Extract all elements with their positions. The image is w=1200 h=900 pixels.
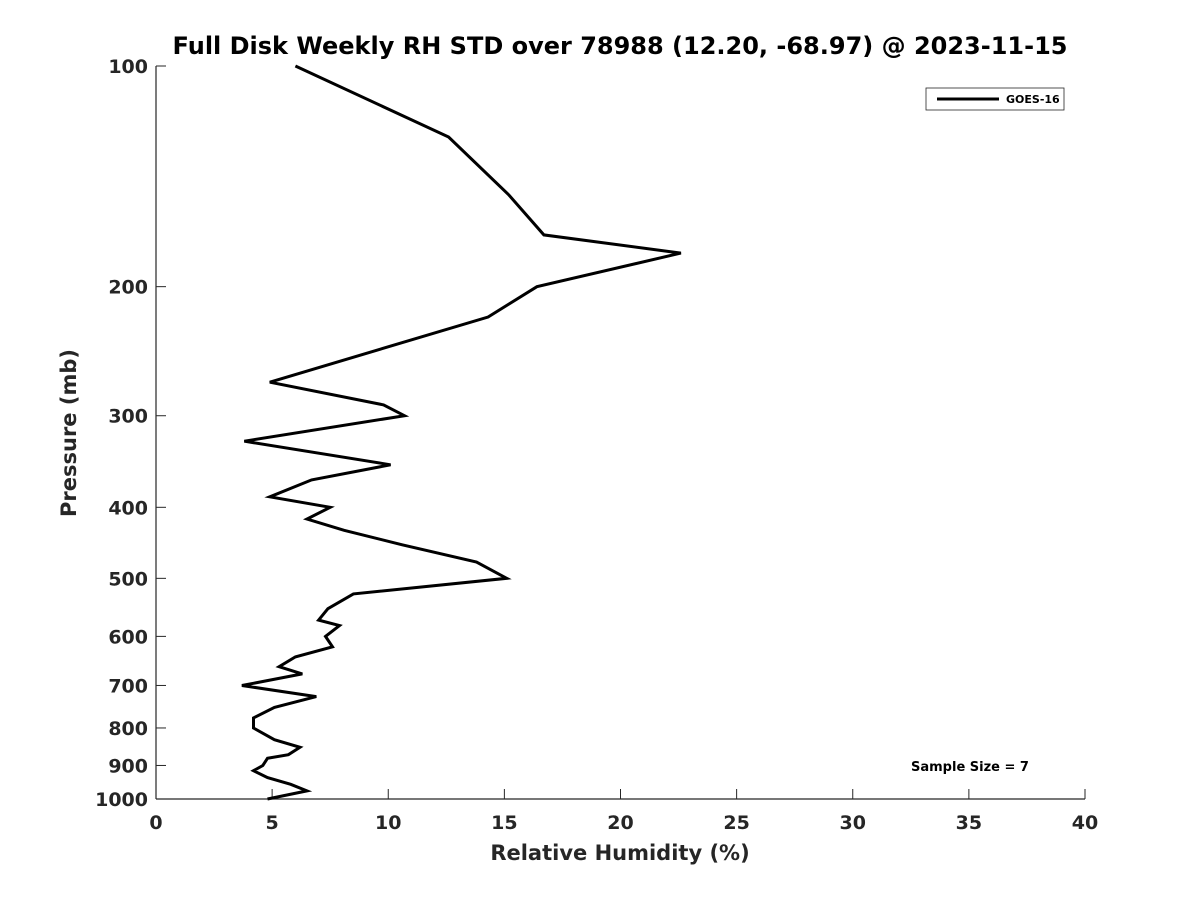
y-tick-label: 900 [108,755,148,777]
x-tick-label: 35 [956,812,982,834]
series-line-goes-16 [241,64,682,801]
x-ticks: 0 5 10 15 20 25 30 35 40 [149,789,1098,834]
x-tick-label: 30 [840,812,866,834]
y-ticks: 100 200 300 400 500 600 700 800 900 1000 [95,56,166,811]
chart-title: Full Disk Weekly RH STD over 78988 (12.2… [173,32,1068,60]
x-tick-label: 25 [723,812,749,834]
x-tick-label: 0 [149,812,162,834]
y-tick-label: 300 [108,406,148,428]
x-tick-label: 5 [266,812,279,834]
y-tick-label: 1000 [95,789,148,811]
x-axis-label: Relative Humidity (%) [490,841,749,865]
x-tick-label: 15 [491,812,517,834]
y-tick-label: 400 [108,497,148,519]
sample-size-annotation: Sample Size = 7 [911,760,1029,775]
y-tick-label: 500 [108,568,148,590]
x-tick-label: 10 [375,812,401,834]
y-tick-label: 700 [108,675,148,697]
x-tick-label: 40 [1072,812,1098,834]
y-tick-label: 100 [108,56,148,78]
y-tick-label: 600 [108,626,148,648]
y-tick-label: 200 [108,277,148,299]
legend-entry-label: GOES-16 [1006,93,1060,106]
y-tick-label: 800 [108,718,148,740]
series-layer [241,64,682,801]
y-axis-label: Pressure (mb) [57,349,81,517]
x-tick-label: 20 [607,812,633,834]
legend: GOES-16 [925,87,1065,111]
